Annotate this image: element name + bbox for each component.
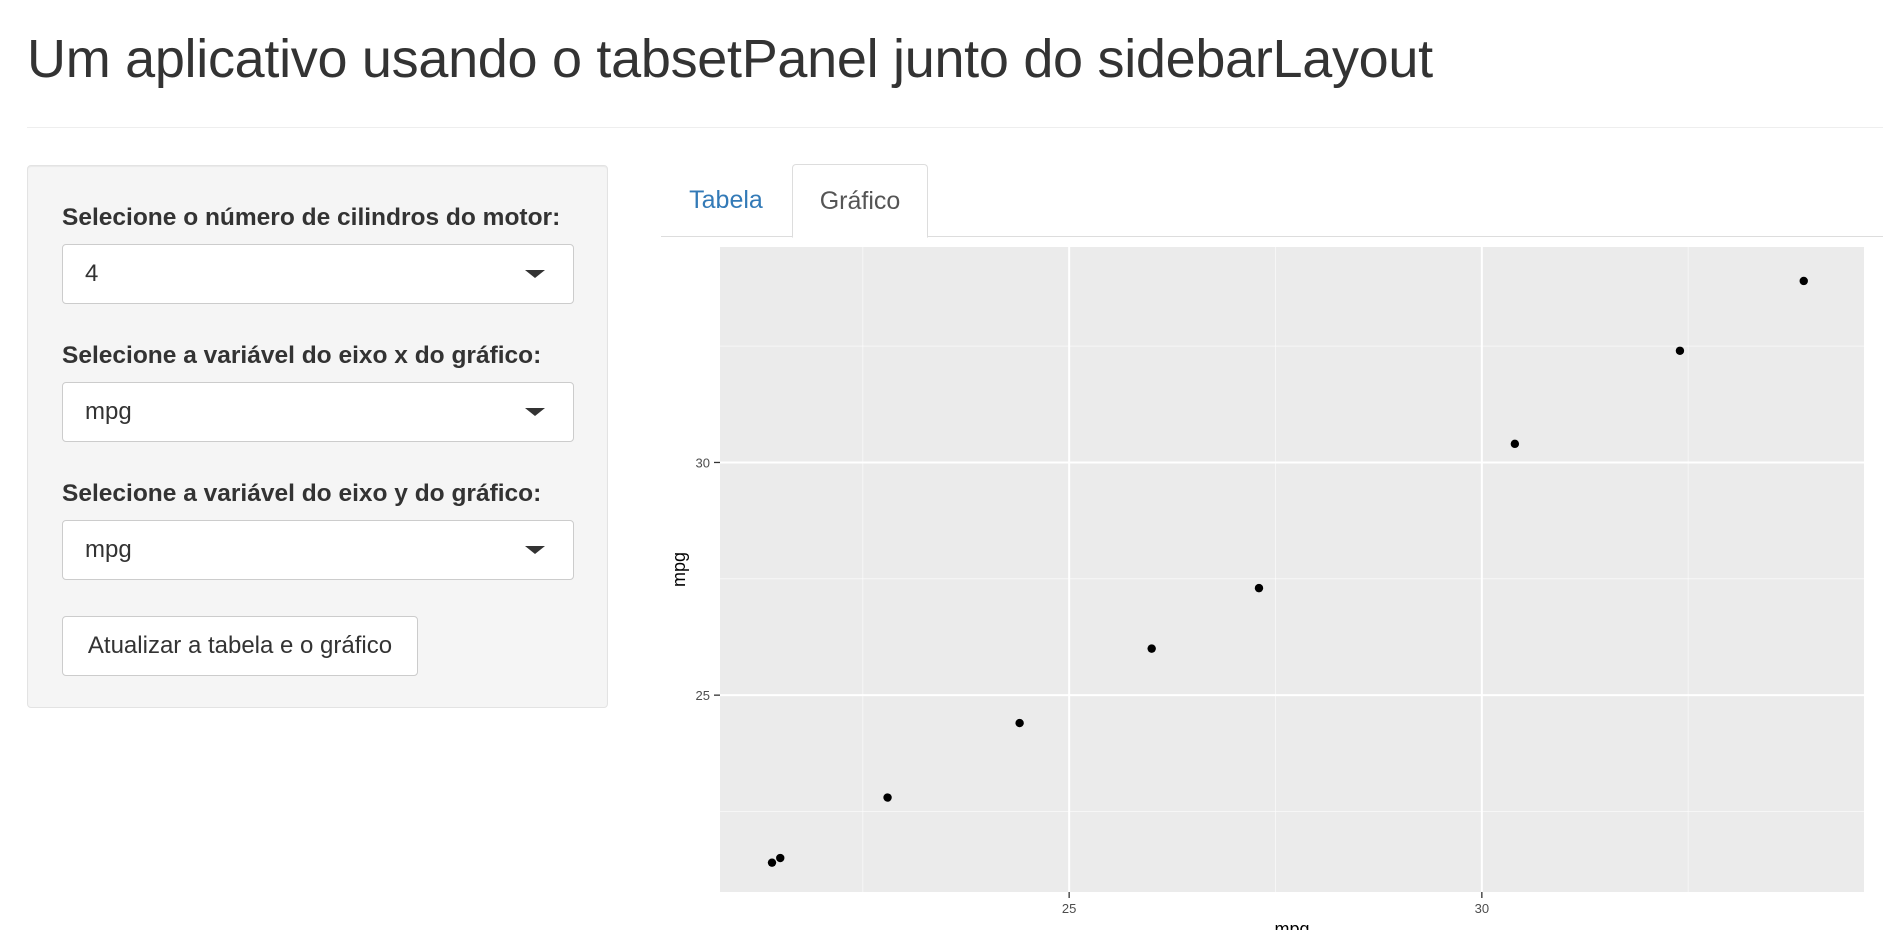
tab-grafico[interactable]: Gráfico <box>792 164 928 238</box>
chevron-down-icon <box>525 270 545 278</box>
y-tick-label: 25 <box>696 688 710 703</box>
y-variable-select-value: mpg <box>85 536 132 563</box>
chevron-down-icon <box>525 546 545 554</box>
data-point <box>1675 346 1685 355</box>
x-variable-label: Selecione a variável do eixo x do gráfic… <box>62 342 542 369</box>
y-variable-label: Selecione a variável do eixo y do gráfic… <box>62 480 542 507</box>
scatter-plot: 25 30 25 30 mpg mpg <box>669 247 1864 930</box>
title-divider <box>27 127 1883 128</box>
data-point <box>1147 644 1156 653</box>
data-point <box>1254 583 1264 593</box>
data-point <box>883 793 892 802</box>
tab-tabela[interactable]: Tabela <box>689 186 763 214</box>
data-point <box>1510 439 1520 449</box>
cylinders-label: Selecione o número de cilindros do motor… <box>62 204 561 231</box>
chevron-down-icon <box>525 408 545 416</box>
sidebar-panel: Selecione o número de cilindros do motor… <box>27 165 608 708</box>
x-axis-label: mpg <box>1274 919 1309 930</box>
tabset: Tabela Gráfico <box>661 164 1883 238</box>
update-table-and-chart-button[interactable]: Atualizar a tabela e o gráfico <box>62 616 418 676</box>
x-variable-select[interactable]: mpg <box>62 382 574 442</box>
y-axis-label: mpg <box>669 552 689 587</box>
data-point <box>767 858 777 867</box>
grid-minor <box>720 247 1864 892</box>
data-point <box>776 853 785 863</box>
grid-major <box>720 247 1864 892</box>
data-point <box>1799 276 1808 286</box>
page-title: Um aplicativo usando o tabsetPanel junto… <box>27 29 1433 89</box>
y-tick-label: 30 <box>696 455 710 470</box>
y-variable-select[interactable]: mpg <box>62 520 574 580</box>
plot-panel-background <box>720 247 1864 892</box>
x-tick-label: 30 <box>1475 901 1489 916</box>
data-points <box>767 276 1808 867</box>
axes: 25 30 25 30 <box>696 455 1490 916</box>
cylinders-select-value: 4 <box>85 260 99 287</box>
x-tick-label: 25 <box>1062 901 1076 916</box>
data-point <box>1015 718 1024 728</box>
cylinders-select[interactable]: 4 <box>62 244 574 304</box>
x-variable-select-value: mpg <box>85 398 132 425</box>
